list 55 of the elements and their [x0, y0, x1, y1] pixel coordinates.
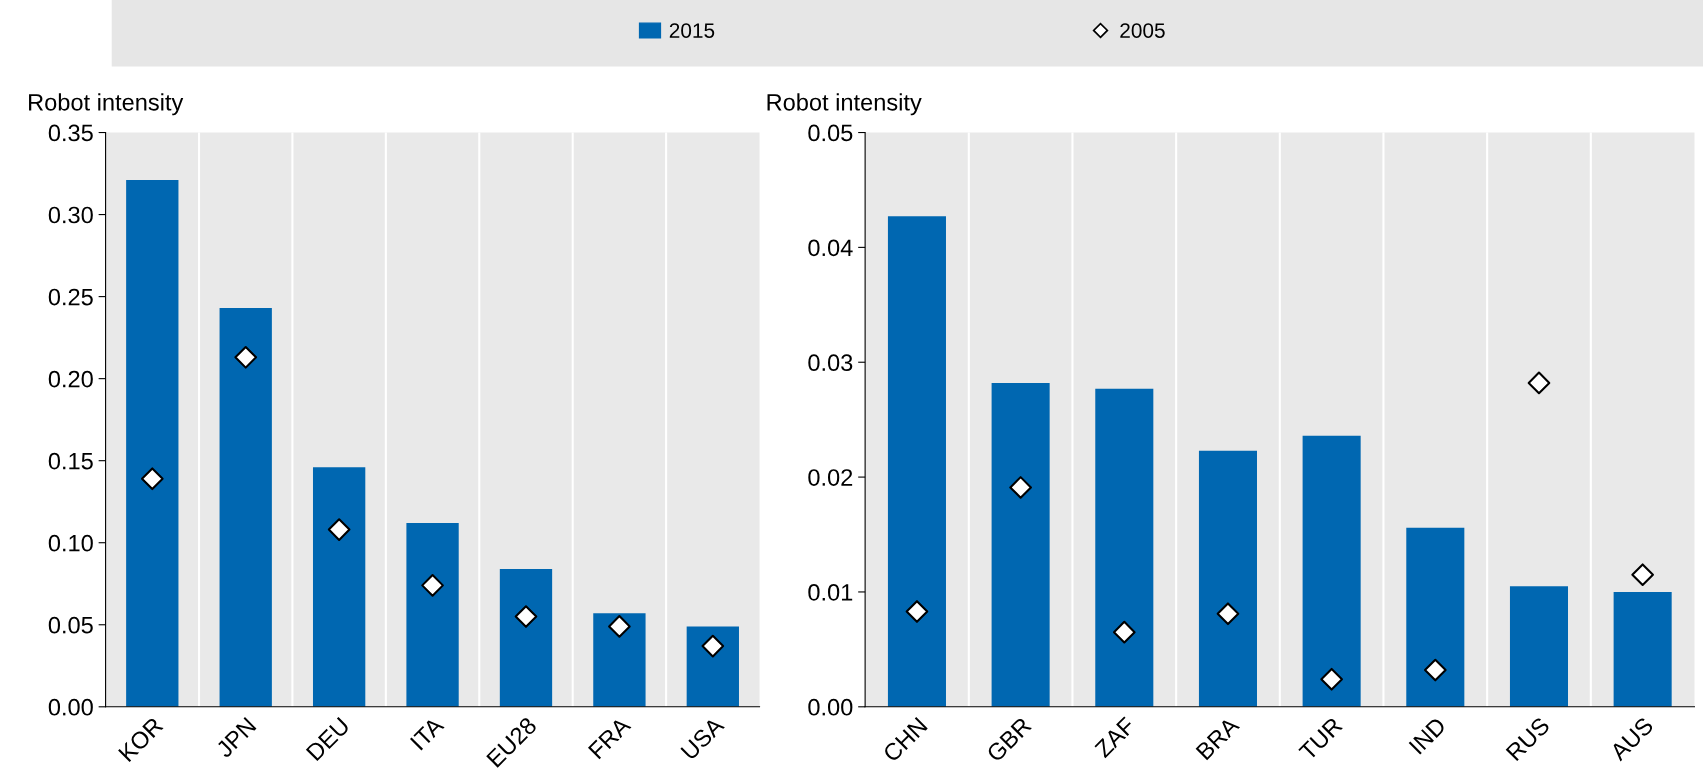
y-tick-label: 0.15	[48, 452, 93, 470]
x-tick-label: IND	[1408, 716, 1447, 755]
bar	[686, 626, 739, 707]
point	[1631, 563, 1654, 587]
point	[1423, 658, 1447, 682]
bar	[499, 568, 553, 707]
y-tick-label: 0.05	[808, 124, 853, 142]
point	[608, 615, 631, 638]
point	[327, 518, 351, 541]
bar	[1613, 591, 1672, 707]
y-tick-label: 0.01	[808, 584, 853, 601]
bar	[1198, 450, 1257, 707]
legend-label: 2005	[1120, 23, 1165, 38]
y-axis-title: Robot intensity	[29, 93, 184, 116]
y-tick-label: 0.02	[808, 469, 853, 486]
x-tick-label: JPN	[215, 717, 257, 759]
point	[421, 574, 444, 597]
y-axis-title: Robot intensity	[767, 93, 922, 116]
y-tick-label: 0.30	[48, 206, 93, 224]
bar	[312, 467, 366, 707]
bar	[887, 216, 946, 707]
x-tick-label: ITA	[409, 715, 445, 751]
point	[234, 345, 258, 369]
bar	[1509, 586, 1569, 707]
bar	[593, 613, 646, 707]
point	[1009, 476, 1032, 499]
point	[1320, 667, 1343, 691]
x-tick-label: USA	[680, 715, 726, 761]
y-tick-label: 0.03	[808, 354, 853, 372]
y-tick-label: 0.20	[48, 370, 93, 388]
bar	[1302, 435, 1361, 707]
x-tick-label: FRA	[588, 715, 632, 760]
bar	[219, 308, 272, 707]
x-tick-label: BRA	[1195, 715, 1241, 761]
y-tick-label: 0.00	[48, 698, 93, 716]
point	[1527, 371, 1551, 395]
y-tick-label: 0.25	[48, 288, 93, 306]
y-tick-label: 0.04	[808, 239, 853, 257]
y-tick-label: 0.35	[48, 124, 93, 142]
bar	[406, 523, 459, 707]
point	[140, 467, 164, 491]
y-tick-label: 0.10	[48, 534, 93, 552]
point	[1216, 602, 1240, 626]
bar	[991, 382, 1050, 707]
bar	[1095, 388, 1154, 707]
bar	[1406, 527, 1465, 707]
bar	[126, 180, 179, 707]
point	[514, 605, 538, 628]
y-tick-label: 0.05	[48, 616, 93, 634]
x-tick-label: TUR	[1298, 716, 1344, 762]
point	[1112, 620, 1136, 644]
legend-label: 2015	[669, 23, 715, 38]
point	[701, 634, 725, 658]
point	[905, 600, 929, 623]
y-tick-label: 0.00	[808, 698, 853, 716]
